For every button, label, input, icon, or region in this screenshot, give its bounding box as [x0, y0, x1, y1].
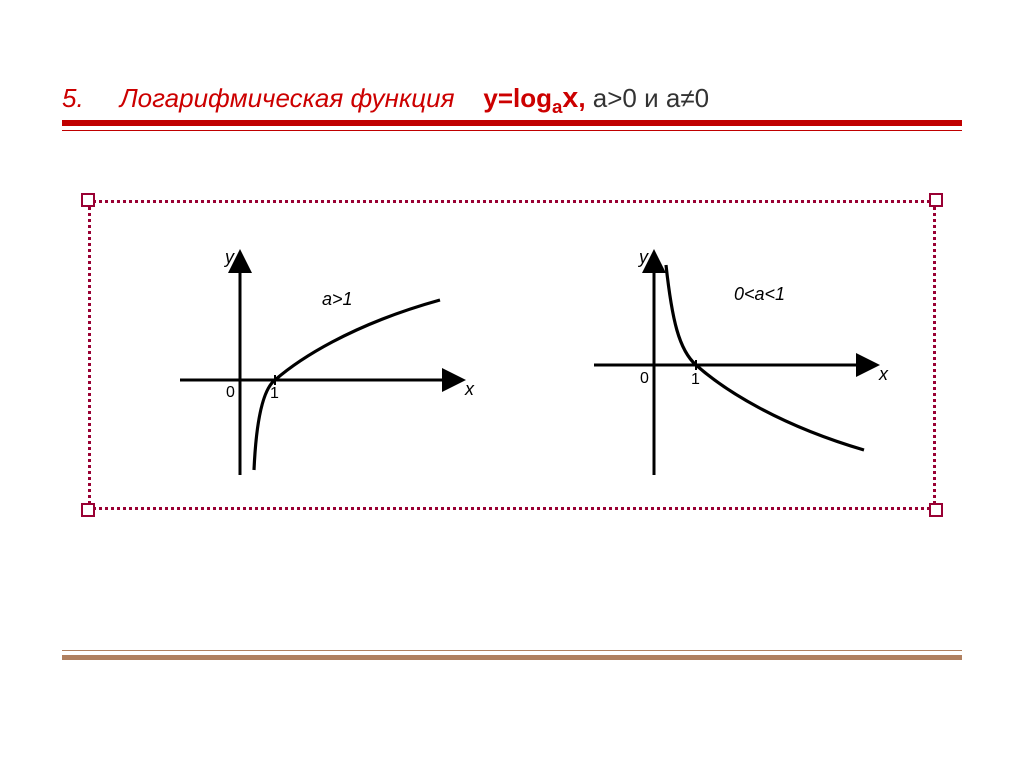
charts-row: y x 0 1 a>1 [98, 210, 926, 500]
title-underline [62, 120, 962, 134]
title-formula: y=logax, [483, 83, 585, 113]
log-curve [254, 300, 440, 470]
footer-thin [62, 650, 962, 651]
title-condition: a>0 и a≠0 [586, 83, 710, 113]
title-number: 5. [62, 83, 84, 113]
chart-log-a-lt-1: y x 0 1 0<a<1 [544, 225, 894, 485]
tick-1-label: 1 [691, 371, 700, 388]
underline-thin [62, 130, 962, 131]
condition-label: a>1 [322, 289, 353, 309]
formula-prefix: y=log [483, 83, 552, 113]
x-axis-label: x [464, 379, 475, 399]
condition-label: 0<a<1 [734, 284, 785, 304]
footer-thick [62, 655, 962, 660]
slide-title: 5. Логарифмическая функция y=logax, a>0 … [62, 82, 962, 118]
chart-container: y x 0 1 a>1 [88, 200, 936, 510]
y-axis-label: y [223, 247, 235, 267]
underline-thick [62, 120, 962, 126]
slide-page: 5. Логарифмическая функция y=logax, a>0 … [0, 0, 1024, 768]
origin-label: 0 [640, 370, 649, 387]
corner-handle-tr [929, 193, 943, 207]
tick-1-label: 1 [270, 385, 279, 402]
corner-handle-bl [81, 503, 95, 517]
x-axis-label: x [878, 364, 889, 384]
corner-handle-tl [81, 193, 95, 207]
y-axis-label: y [637, 247, 649, 267]
footer-divider [62, 650, 962, 664]
formula-x: x [562, 82, 578, 114]
formula-subscript: a [552, 96, 562, 117]
formula-suffix: , [578, 83, 585, 113]
title-text: Логарифмическая функция [120, 83, 455, 113]
corner-handle-br [929, 503, 943, 517]
chart-log-a-gt-1: y x 0 1 a>1 [130, 225, 480, 485]
origin-label: 0 [226, 384, 235, 401]
